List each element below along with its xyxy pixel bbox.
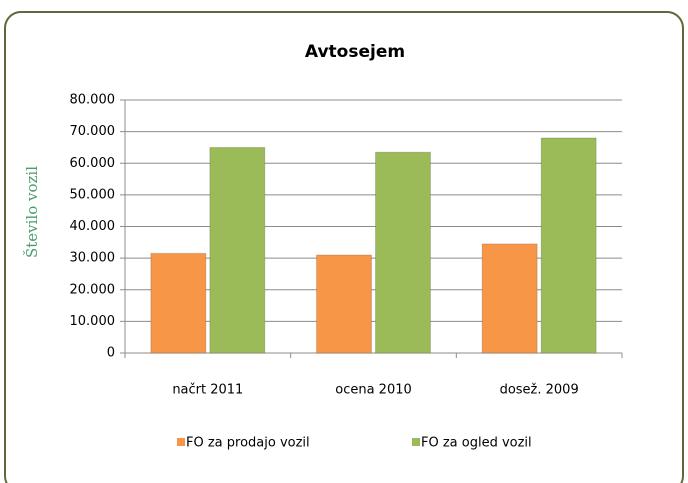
legend-swatch — [177, 438, 185, 446]
x-tick-label: dosež. 2009 — [500, 383, 579, 398]
y-tick-label: 70.000 — [70, 124, 116, 139]
bar — [150, 252, 207, 354]
bar — [540, 137, 597, 354]
bar — [375, 151, 431, 354]
bar — [209, 146, 266, 354]
legend-swatch — [412, 438, 420, 446]
legend-label: FO za prodajo vozil — [186, 436, 310, 451]
y-tick-label: 80.000 — [70, 93, 116, 108]
x-tick-label: ocena 2010 — [335, 383, 412, 398]
y-tick-label: 0 — [107, 346, 115, 361]
y-tick-label: 60.000 — [70, 156, 116, 171]
legend-label: FO za ogled vozil — [421, 436, 532, 451]
chart-frame — [4, 11, 684, 483]
bar — [481, 243, 538, 354]
bar — [316, 254, 372, 354]
y-tick-label: 10.000 — [70, 314, 116, 329]
y-tick-label: 50.000 — [70, 187, 116, 202]
y-tick-label: 40.000 — [70, 219, 116, 234]
x-tick-label: načrt 2011 — [172, 383, 243, 398]
y-axis-title: Število vozil — [23, 166, 41, 258]
y-tick-label: 30.000 — [70, 251, 116, 266]
chart-title: Avtosejem — [305, 42, 405, 62]
y-tick-label: 20.000 — [70, 282, 116, 297]
